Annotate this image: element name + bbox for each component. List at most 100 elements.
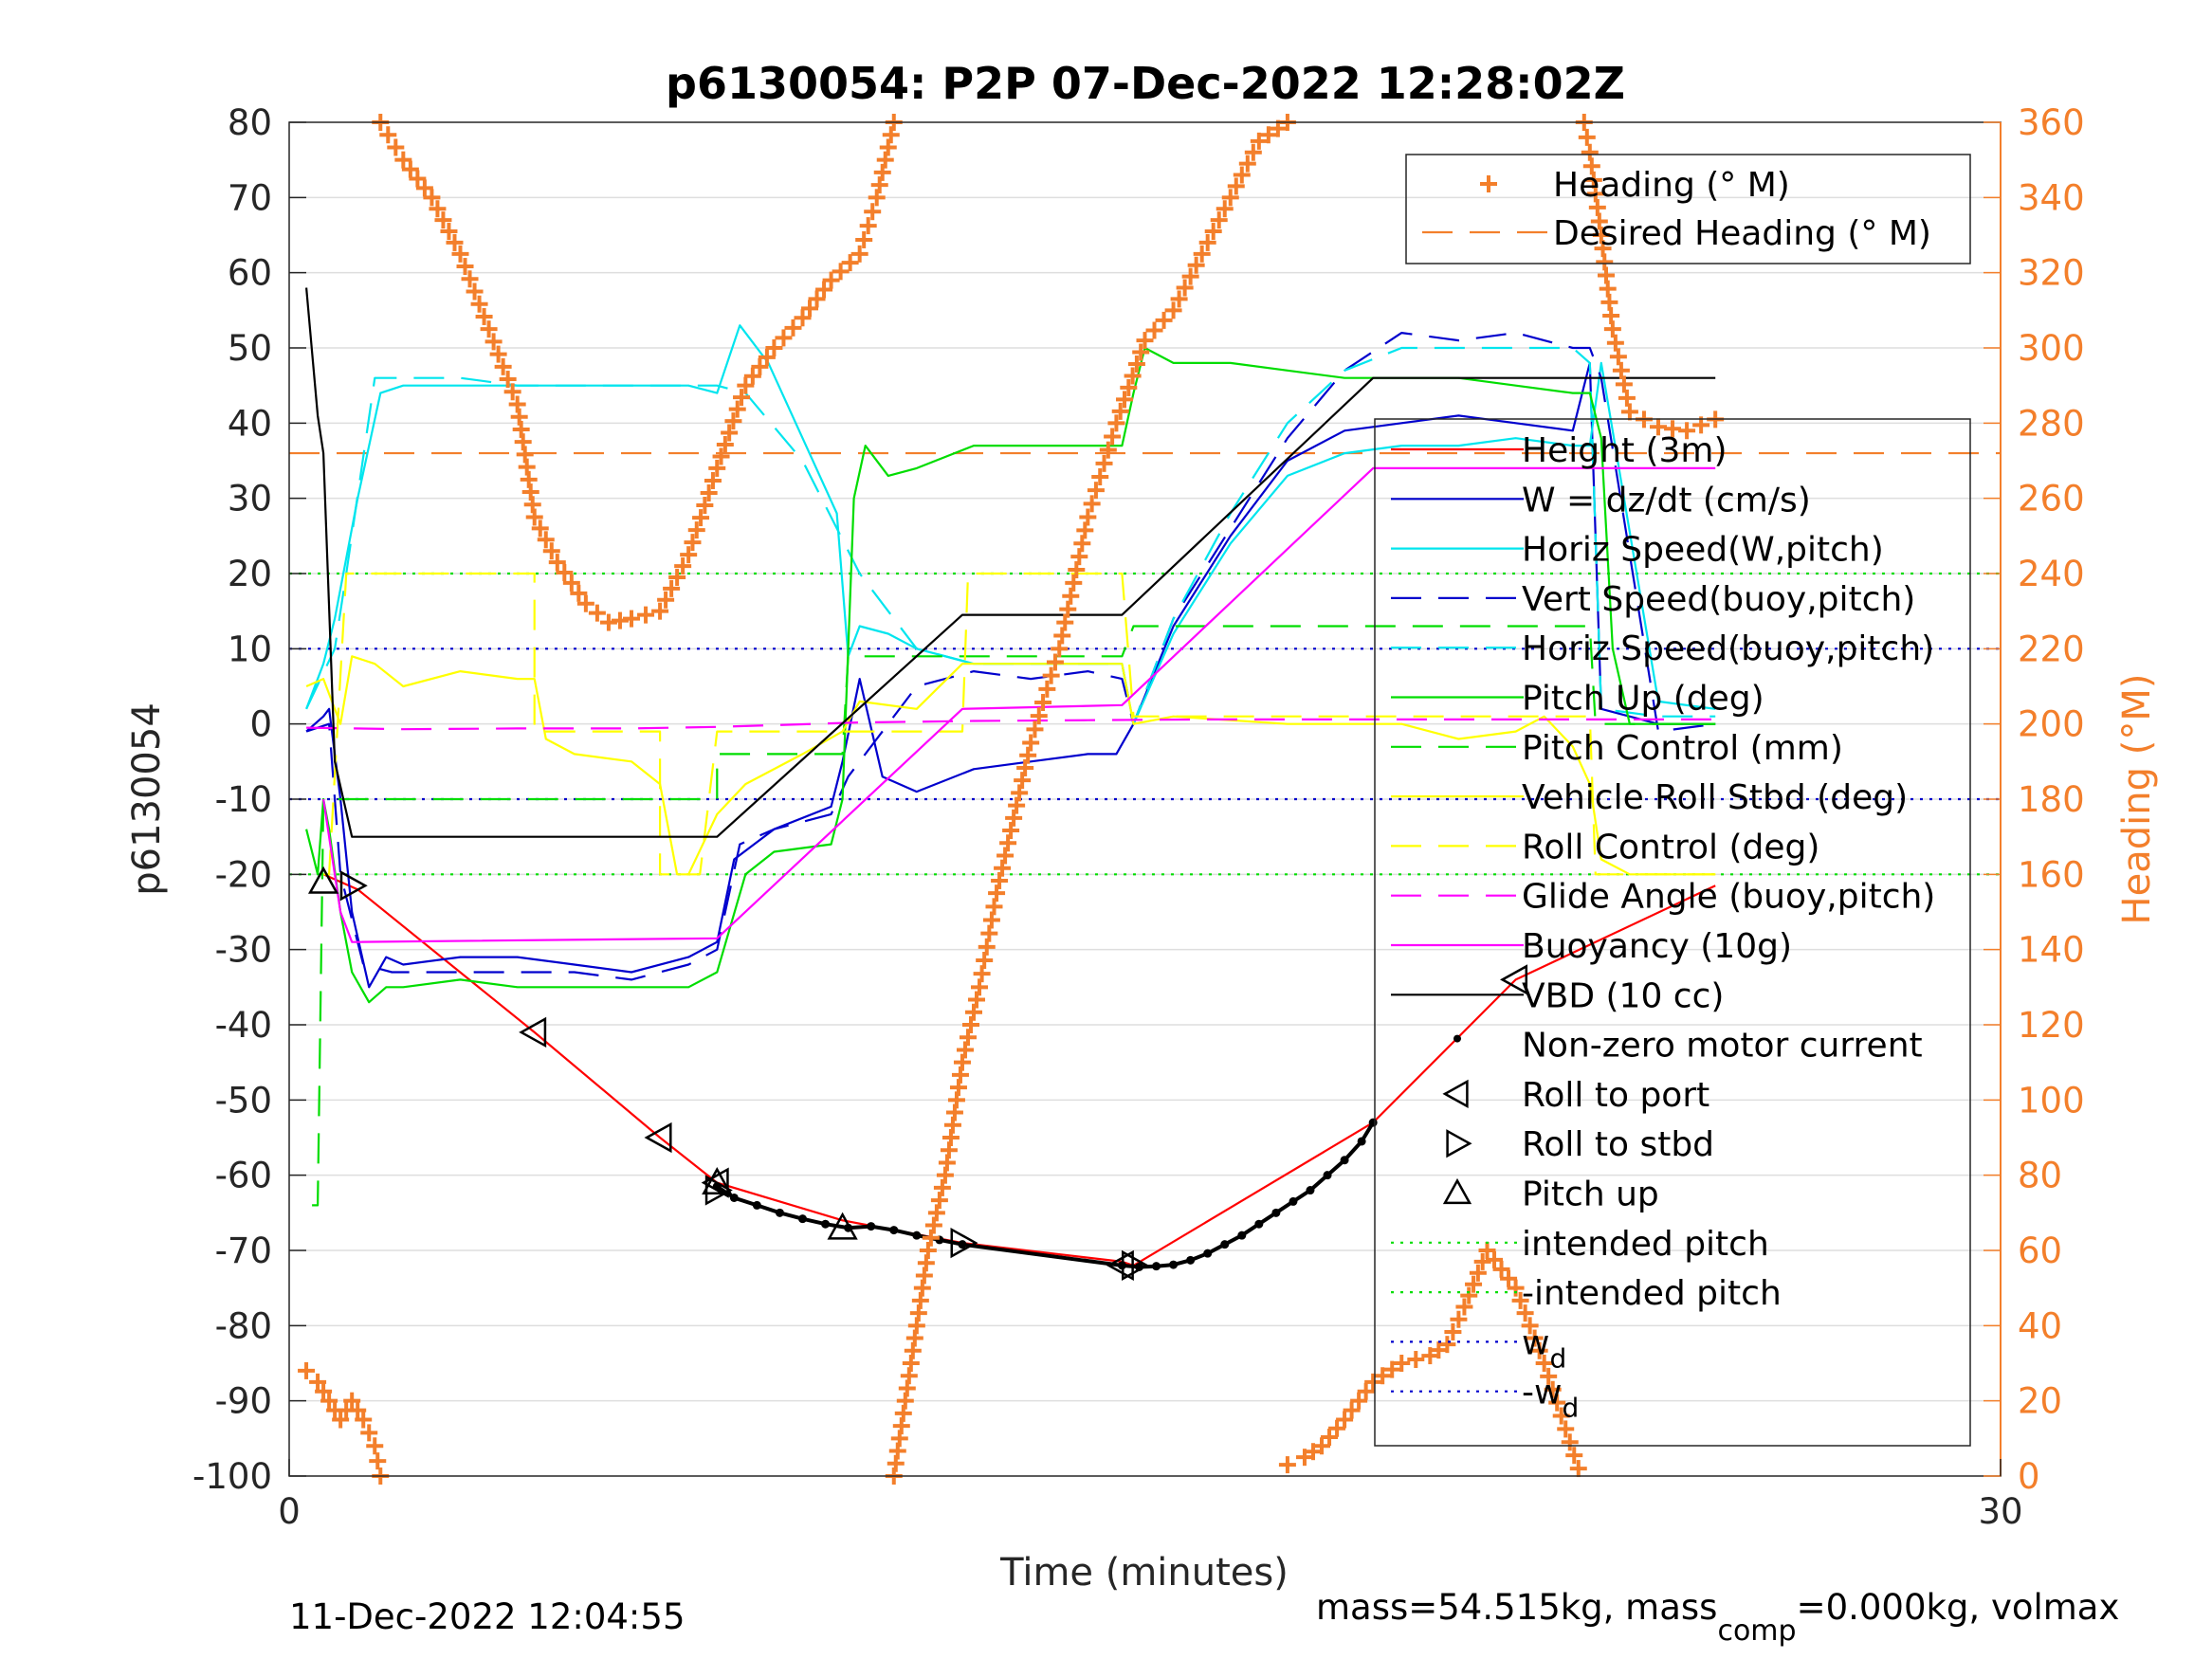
motor-current-point (798, 1214, 807, 1224)
x-tick: 30 (1978, 1491, 2022, 1532)
legend-label: -intended pitch (1522, 1274, 1782, 1313)
motor-current-point (867, 1222, 876, 1231)
y-tick-right: 140 (2018, 930, 2085, 971)
motor-current-point (1340, 1156, 1349, 1165)
roll-to-port-marker (701, 1167, 729, 1198)
motor-current-point (775, 1208, 784, 1217)
series-buoyancy-10g (322, 466, 1716, 943)
legend-swatch (1446, 1129, 1472, 1158)
y-tick-right: 160 (2018, 854, 2085, 895)
motor-current-point (1169, 1260, 1179, 1269)
y-tick-left: -80 (215, 1305, 272, 1346)
legend-label: Roll to port (1522, 1076, 1709, 1115)
legend-label: Horiz Speed(buoy,pitch) (1522, 629, 1934, 668)
y-tick-left: -70 (215, 1231, 272, 1271)
pitch-up-marker (307, 866, 339, 894)
footer-date: 11-Dec-2022 12:04:55 (289, 1596, 685, 1637)
y-tick-right: 260 (2018, 479, 2085, 520)
legend-label: Desired Heading (° M) (1553, 214, 1931, 253)
y-tick-right: 320 (2018, 253, 2085, 294)
y-tick-left: -100 (192, 1456, 272, 1497)
y-axis-label-left: p6130054 (125, 702, 169, 896)
legend-label: Non-zero motor current (1522, 1027, 1923, 1066)
y-tick-left: 80 (228, 102, 272, 143)
legend-label: Vehicle Roll Stbd (deg) (1522, 778, 1908, 817)
y-tick-left: 10 (228, 629, 272, 669)
legend-swatch (1453, 1034, 1461, 1043)
legend-label: Buoyancy (10g) (1522, 927, 1792, 966)
motor-current-point (1357, 1137, 1366, 1146)
y-tick-right: 0 (2018, 1456, 2040, 1497)
series-glide-angle-buoy-pitch (306, 718, 1716, 731)
y-tick-left: 50 (228, 328, 272, 369)
motor-current-point (1203, 1249, 1213, 1258)
motor-current-point (821, 1219, 831, 1229)
series-pitch-up-deg (305, 346, 1716, 1004)
y-axis-label-right: Heading (°M) (2115, 674, 2159, 925)
legend-label: Roll to stbd (1522, 1125, 1714, 1164)
motor-current-point (1237, 1231, 1247, 1240)
reference-lines (289, 451, 2001, 876)
legend-label: Pitch up (1522, 1176, 1659, 1214)
y-tick-right: 200 (2018, 704, 2085, 745)
pitch-up-marker (827, 1212, 858, 1240)
y-tick-right: 100 (2018, 1080, 2085, 1121)
roll-to-stbd-marker (1122, 1249, 1150, 1281)
series-non-zero-motor-current-trace (716, 1121, 1375, 1269)
series-horiz-speed-w-pitch (305, 324, 1716, 725)
y-tick-right: 220 (2018, 629, 2085, 669)
y-tick-left: 20 (228, 554, 272, 594)
legend-label: Height (3m) (1522, 431, 1728, 470)
main-legend: Height (3m) W = dz/dt (cm/s) Horiz Speed(W… (1374, 418, 1971, 1447)
y-tick-left: 0 (249, 704, 272, 745)
y-tick-right: 180 (2018, 779, 2085, 820)
axis-ticks: 80706050403020100-10-20-30-40-50-60-70-8… (192, 102, 2085, 1532)
legend-label-sub: d (1562, 1393, 1579, 1424)
legend-label: VBD (10 cc) (1522, 976, 1724, 1015)
motor-current-point (1271, 1208, 1281, 1217)
legend-label: intended pitch (1522, 1225, 1769, 1264)
y-tick-left: -10 (215, 779, 272, 820)
legend-box (1405, 154, 1971, 264)
legend-label: Glide Angle (buoy,pitch) (1522, 878, 1935, 917)
y-tick-left: -20 (215, 854, 272, 895)
pitch-up-marker (702, 1167, 733, 1195)
motor-current-point (1186, 1255, 1196, 1265)
y-tick-left: -50 (215, 1080, 272, 1121)
roll-to-port-marker (1106, 1249, 1134, 1281)
roll-to-port-marker (519, 1016, 547, 1048)
legend-swatch (1442, 1079, 1469, 1109)
y-tick-right: 120 (2018, 1005, 2085, 1046)
motor-current-point (912, 1231, 922, 1240)
series-roll-control-deg (323, 572, 1716, 876)
footer-mass-tail: =0.000kg, volmax (1797, 1587, 2120, 1628)
motor-current-point (958, 1240, 967, 1249)
y-tick-right: 80 (2018, 1156, 2062, 1196)
y-tick-left: -90 (215, 1381, 272, 1422)
y-tick-right: 20 (2018, 1381, 2062, 1422)
roll-to-port-marker (1500, 964, 1528, 995)
legend-label: Pitch Control (mm) (1522, 729, 1843, 768)
legend-swatch (1442, 1177, 1472, 1205)
motor-current-point (1306, 1186, 1315, 1195)
legend-label: Pitch Up (deg) (1522, 680, 1764, 719)
series-vert-speed-buoy-pitch (305, 332, 1716, 981)
x-tick: 0 (278, 1491, 301, 1532)
y-tick-right: 340 (2018, 177, 2085, 218)
roll-to-port-marker (644, 1121, 672, 1154)
y-tick-right: 360 (2018, 102, 2085, 143)
legend-box (1374, 418, 1971, 1447)
footer-mass-text: mass=54.515kg, mass (1316, 1587, 1717, 1628)
series-w-dz-dt-cm-s (305, 361, 1716, 989)
series-pitch-control-mm (312, 625, 1716, 1207)
x-axis-label: Time (minutes) (999, 1551, 1289, 1595)
y-tick-left: 70 (228, 177, 272, 218)
motor-current-point (1289, 1196, 1298, 1206)
legend-label: Roll Control (deg) (1522, 828, 1819, 866)
motor-current-point (1152, 1262, 1161, 1271)
plot-markers (298, 114, 1725, 1485)
footer-mass-sub: comp (1717, 1614, 1796, 1648)
y-tick-right: 60 (2018, 1231, 2062, 1271)
motor-current-point (1323, 1171, 1332, 1180)
